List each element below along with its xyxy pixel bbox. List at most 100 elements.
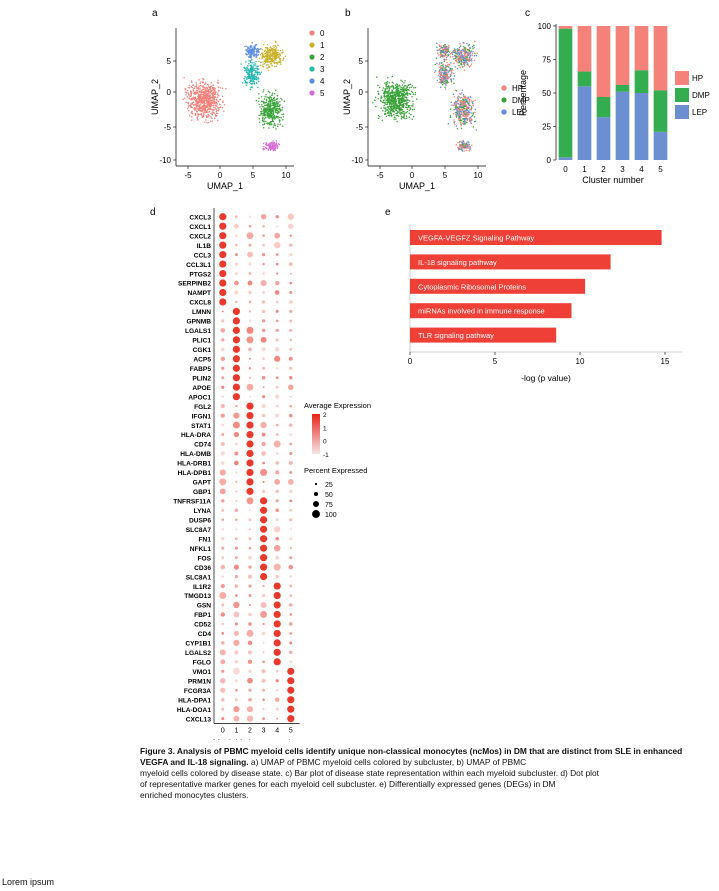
umap-point — [269, 144, 272, 146]
umap-point — [257, 77, 260, 79]
umap-point — [388, 112, 390, 114]
umap-point — [412, 93, 415, 95]
umap-point — [254, 67, 256, 70]
umap-point — [264, 49, 267, 51]
gene-label: FCGR3A — [184, 688, 211, 695]
umap-point — [458, 56, 460, 59]
dot — [262, 366, 265, 370]
dot — [262, 234, 265, 237]
umap-point — [465, 106, 468, 108]
umap-point — [411, 108, 414, 111]
dot — [261, 375, 266, 380]
umap-point — [280, 97, 282, 100]
x-axis-title: -log (p value) — [521, 373, 571, 383]
dot — [221, 632, 225, 635]
umap-point — [438, 54, 440, 56]
umap-point — [273, 102, 275, 105]
umap-point — [244, 76, 246, 78]
umap-point — [464, 117, 466, 120]
umap-point — [270, 60, 273, 63]
umap-point — [378, 115, 381, 118]
umap-point — [205, 86, 208, 89]
umap-point — [264, 46, 267, 49]
umap-point — [468, 60, 470, 62]
umap-point — [253, 45, 255, 47]
umap-point — [255, 56, 258, 58]
umap-point — [214, 104, 217, 106]
umap-point — [402, 106, 404, 108]
umap-point — [275, 128, 277, 130]
gene-label: CXCL3 — [189, 214, 211, 221]
umap-point — [457, 99, 460, 102]
umap-point — [275, 47, 278, 49]
y-tick-label: 0 — [167, 88, 172, 97]
umap-point — [372, 102, 374, 104]
umap-point — [271, 48, 274, 50]
umap-point — [410, 113, 412, 116]
umap-point — [272, 140, 274, 142]
umap-point — [270, 97, 272, 99]
umap-point — [253, 77, 255, 80]
umap-point — [202, 108, 205, 111]
umap-points — [182, 40, 287, 152]
umap-point — [436, 49, 438, 51]
umap-point — [279, 57, 282, 60]
umap-point — [191, 110, 193, 113]
dot — [219, 222, 227, 230]
dot — [275, 262, 279, 266]
umap-point — [460, 55, 462, 57]
umap-point — [470, 100, 472, 102]
dot — [275, 508, 279, 513]
umap-point — [467, 58, 470, 61]
y-tick-label: -5 — [356, 123, 364, 132]
gene-label: NFKL1 — [190, 546, 212, 553]
umap-point — [464, 53, 467, 55]
dot — [234, 460, 239, 466]
umap-point — [446, 74, 448, 77]
umap-point — [458, 141, 461, 144]
umap-point — [447, 122, 450, 125]
umap-point — [383, 104, 385, 107]
umap-point — [255, 82, 258, 84]
umap-point — [277, 63, 279, 65]
umap-point — [457, 103, 460, 105]
umap-point — [385, 96, 388, 98]
dot — [273, 620, 281, 628]
umap-point — [406, 94, 409, 96]
dot — [289, 470, 293, 474]
umap-point — [273, 59, 276, 61]
umap-point — [268, 91, 271, 94]
umap-point — [452, 55, 454, 58]
dot — [219, 260, 227, 268]
dot — [232, 383, 240, 391]
umap-point — [448, 51, 451, 53]
dot — [275, 679, 279, 683]
umap-point — [396, 114, 399, 117]
umap-point — [441, 54, 444, 57]
umap-point — [256, 70, 258, 72]
umap-point — [198, 100, 200, 102]
umap-point — [187, 109, 190, 112]
umap-point — [469, 98, 471, 101]
umap-point — [464, 104, 467, 106]
umap-point — [439, 75, 441, 77]
umap-point — [442, 65, 444, 68]
umap-point — [459, 96, 462, 99]
gene-label: CXCL13 — [186, 716, 212, 723]
x-tick-label: 5 — [658, 165, 663, 174]
umap-point — [399, 88, 402, 90]
umap-point — [391, 110, 393, 112]
umap-point — [394, 101, 396, 103]
umap-point — [253, 54, 255, 56]
umap-point — [463, 118, 465, 121]
umap-point — [413, 108, 416, 111]
umap-point — [408, 109, 411, 111]
umap-point — [192, 101, 195, 103]
umap-point — [388, 101, 391, 103]
dot — [248, 509, 252, 512]
umap-point — [195, 89, 198, 92]
umap-point — [262, 61, 264, 63]
umap-point — [265, 58, 267, 60]
umap-point — [269, 149, 272, 151]
umap-point — [205, 104, 207, 107]
